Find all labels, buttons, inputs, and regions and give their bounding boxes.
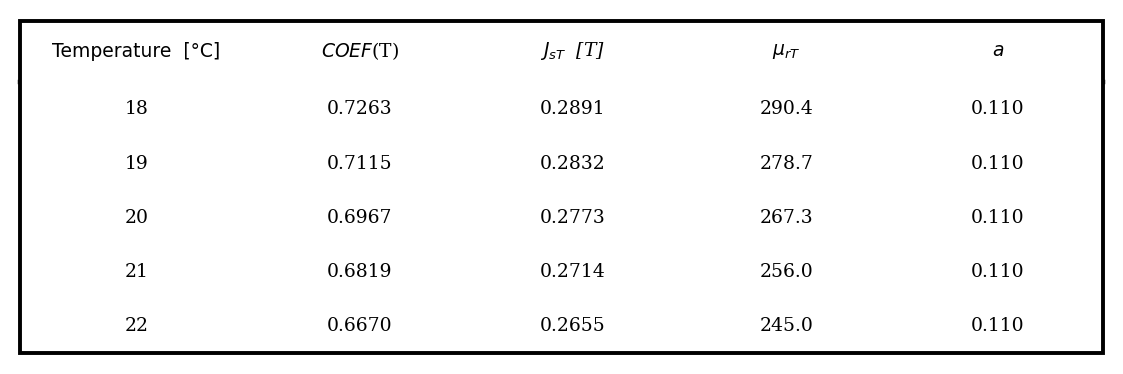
Text: 267.3: 267.3 (759, 209, 813, 227)
Text: 278.7: 278.7 (759, 154, 813, 172)
Text: 21: 21 (125, 263, 148, 281)
Text: 0.110: 0.110 (971, 209, 1024, 227)
Text: $a$: $a$ (992, 42, 1004, 60)
Text: 256.0: 256.0 (759, 263, 813, 281)
Text: $\it{COEF}$(T): $\it{COEF}$(T) (320, 40, 399, 62)
Text: 0.6967: 0.6967 (327, 209, 392, 227)
Text: 0.2891: 0.2891 (540, 100, 605, 118)
Text: 19: 19 (125, 154, 148, 172)
Text: 0.2773: 0.2773 (540, 209, 605, 227)
Text: 245.0: 245.0 (759, 317, 813, 335)
Text: 18: 18 (125, 100, 148, 118)
Text: 20: 20 (125, 209, 148, 227)
Text: 0.110: 0.110 (971, 100, 1024, 118)
Bar (20, 21, 1103, 353)
Text: $J_{sT}$  [T]: $J_{sT}$ [T] (540, 40, 605, 62)
Text: 0.7263: 0.7263 (327, 100, 392, 118)
Text: 0.110: 0.110 (971, 154, 1024, 172)
Text: $\mu_{rT}$: $\mu_{rT}$ (772, 42, 801, 61)
Text: 0.2832: 0.2832 (540, 154, 605, 172)
Text: 0.110: 0.110 (971, 263, 1024, 281)
Text: 22: 22 (125, 317, 148, 335)
Text: 0.6670: 0.6670 (327, 317, 392, 335)
Text: 0.110: 0.110 (971, 317, 1024, 335)
Text: 0.6819: 0.6819 (327, 263, 392, 281)
Text: Temperature  [°C]: Temperature [°C] (53, 42, 221, 61)
Text: 0.7115: 0.7115 (327, 154, 392, 172)
Text: 0.2714: 0.2714 (540, 263, 605, 281)
Text: 290.4: 290.4 (759, 100, 813, 118)
Text: 0.2655: 0.2655 (540, 317, 605, 335)
